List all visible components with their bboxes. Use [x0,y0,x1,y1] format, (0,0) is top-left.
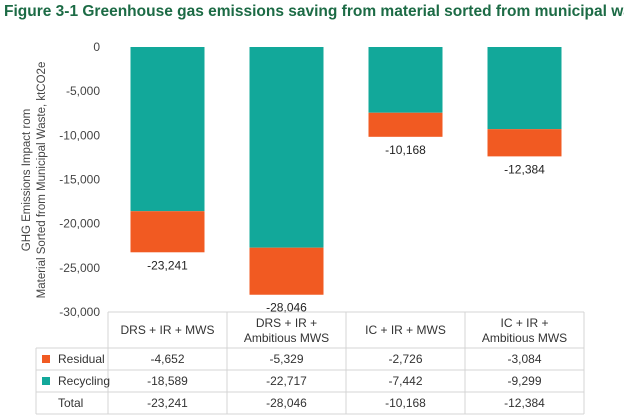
y-tick-label: -30,000 [59,305,100,319]
category-label: Ambitious MWS [482,331,567,345]
table-cell: -7,442 [388,374,422,388]
table-cell: -4,652 [150,352,184,366]
table-row-label: Total [58,396,83,410]
y-axis-title-line: Material Sorted from Municipal Waste, kt… [36,62,48,299]
bar-residual [368,112,443,137]
bar-residual [487,129,562,157]
y-tick-label: -10,000 [59,128,100,142]
table-cell: -12,384 [504,396,545,410]
category-label: IC + IR + [500,316,548,330]
y-axis-title: GHG Emissions Impact rom Material Sorted … [21,62,48,299]
table-cell: -3,084 [507,352,541,366]
table-cell: -22,717 [266,374,307,388]
table-cell: -2,726 [388,352,422,366]
table-row-label: Recycling [58,374,110,388]
bar-recycling [249,47,324,248]
table-cell: -10,168 [385,396,426,410]
bar-residual [249,247,324,295]
bar-recycling [368,47,443,113]
total-data-label: -12,384 [504,162,545,176]
category-label: Ambitious MWS [244,331,329,345]
y-tick-label: 0 [93,40,100,54]
y-tick-label: -15,000 [59,173,100,187]
y-tick-label: -20,000 [59,217,100,231]
table-cell: -18,589 [147,374,188,388]
table-row-label: Residual [58,352,105,366]
category-label: DRS + IR + [256,316,317,330]
y-tick-label: -5,000 [66,84,100,98]
bar-residual [130,211,205,253]
table-cell: -5,329 [269,352,303,366]
legend-swatch-recycling [42,377,50,385]
table-cell: -23,241 [147,396,188,410]
y-tick-label: -25,000 [59,261,100,275]
table-cell: -28,046 [266,396,307,410]
category-label: DRS + IR + MWS [120,323,214,337]
chart-title: Figure 3-1 Greenhouse gas emissions savi… [4,3,624,20]
bar-recycling [130,47,205,212]
category-label: IC + IR + MWS [365,323,446,337]
table-cell: -9,299 [507,374,541,388]
total-data-label: -23,241 [147,258,188,272]
total-data-label: -28,046 [266,301,307,315]
y-axis-title-line: GHG Emissions Impact rom [21,109,33,252]
total-data-label: -10,168 [385,143,426,157]
bar-recycling [487,47,562,130]
legend-swatch-residual [42,355,50,363]
